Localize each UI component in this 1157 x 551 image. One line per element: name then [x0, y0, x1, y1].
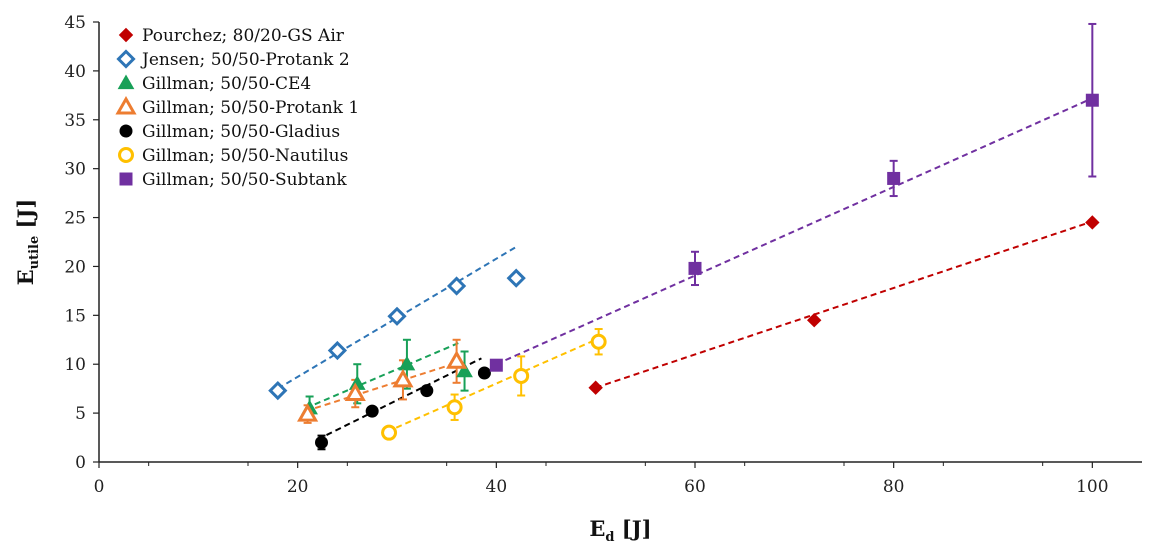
y-tick-label: 25 [64, 209, 86, 229]
data-points [268, 93, 1100, 449]
legend-item: Gillman; 50/50-Gladius [119, 122, 340, 142]
legend-marker [119, 172, 133, 186]
data-point [590, 333, 607, 350]
trendline [277, 246, 517, 390]
data-point [688, 261, 702, 275]
data-point [806, 313, 822, 328]
data-point [297, 403, 319, 422]
trendline [595, 220, 1093, 389]
data-point [420, 384, 434, 398]
legend-item: Gillman; 50/50-Protank 1 [115, 95, 359, 118]
axes: 0 20 40 60 80 100 0 5 10 15 20 25 30 35 40 45 [64, 13, 1142, 497]
data-point [327, 340, 348, 361]
data-point [1085, 93, 1099, 107]
legend-item: Gillman; 50/50-Nautilus [118, 146, 348, 166]
y-axis-title: Eutile [J] [13, 199, 42, 286]
x-tick-label: 60 [684, 477, 706, 497]
legend-marker [118, 27, 134, 43]
data-point [381, 424, 398, 441]
data-point [489, 358, 503, 372]
legend-marker [116, 49, 136, 69]
y-tick-label: 10 [64, 355, 86, 375]
y-tick-label: 30 [64, 160, 86, 180]
x-axis-title-main: E [589, 516, 605, 541]
data-point [506, 268, 526, 288]
legend-marker [119, 124, 133, 138]
data-point [398, 355, 416, 371]
y-tick-label: 40 [64, 62, 86, 82]
data-point [446, 350, 468, 369]
trendline [495, 97, 1093, 366]
legend-marker [117, 74, 135, 90]
y-axis-title-unit: [J] [13, 199, 38, 236]
trendlines [277, 97, 1093, 441]
y-axis-title-subscript: utile [27, 236, 42, 270]
legend-item: Pourchez; 80/20-GS Air [118, 26, 345, 46]
legend-label: Gillman; 50/50-Nautilus [142, 146, 348, 166]
x-axis-title-unit: [J] [614, 516, 651, 541]
legend-item: Gillman; 50/50-Subtank [119, 170, 347, 190]
trendline [305, 360, 462, 413]
data-point [887, 171, 901, 185]
legend-marker [118, 147, 134, 163]
legend-label: Gillman; 50/50-Protank 1 [142, 98, 359, 118]
data-point [365, 404, 379, 418]
legend-label: Gillman; 50/50-Subtank [142, 170, 347, 190]
x-axis-title-subscript: d [605, 530, 614, 545]
data-point [387, 306, 407, 326]
trendline [386, 338, 597, 433]
legend: Pourchez; 80/20-GS Air Jensen; 50/50-Prot… [115, 26, 359, 190]
legend-item: Gillman; 50/50-CE4 [117, 74, 311, 94]
y-tick-label: 35 [64, 111, 86, 131]
y-tick-label: 0 [75, 453, 86, 473]
y-ticks: 0 5 10 15 20 25 30 35 40 45 [64, 13, 99, 473]
x-tick-label: 0 [94, 477, 105, 497]
x-tick-label: 40 [486, 477, 508, 497]
data-point [344, 382, 366, 402]
y-axis-title-main: E [13, 269, 38, 285]
data-point [315, 435, 329, 449]
legend-label: Pourchez; 80/20-GS Air [142, 26, 345, 46]
data-point [446, 276, 467, 296]
data-point [446, 399, 463, 416]
data-point [1085, 215, 1100, 230]
data-point [456, 362, 473, 378]
legend-label: Gillman; 50/50-Gladius [142, 122, 340, 142]
y-tick-label: 5 [75, 404, 86, 424]
y-tick-label: 20 [64, 257, 86, 277]
legend-label: Gillman; 50/50-CE4 [142, 74, 311, 94]
data-point [268, 381, 288, 401]
data-point [588, 380, 603, 395]
error-bars [303, 22, 1097, 451]
legend-marker [115, 95, 137, 115]
legend-item: Jensen; 50/50-Protank 2 [116, 49, 350, 70]
x-tick-label: 100 [1076, 477, 1108, 497]
y-tick-label: 15 [64, 306, 86, 326]
x-tick-label: 80 [883, 477, 905, 497]
data-point [477, 366, 491, 380]
legend-label: Jensen; 50/50-Protank 2 [140, 50, 350, 70]
x-axis-title: Ed [J] [589, 516, 651, 545]
y-tick-label: 45 [64, 13, 86, 33]
trendline [305, 340, 462, 410]
data-point [392, 368, 414, 388]
x-tick-label: 20 [287, 477, 309, 497]
data-point [513, 367, 530, 384]
x-ticks: 0 20 40 60 80 100 [94, 462, 1109, 497]
